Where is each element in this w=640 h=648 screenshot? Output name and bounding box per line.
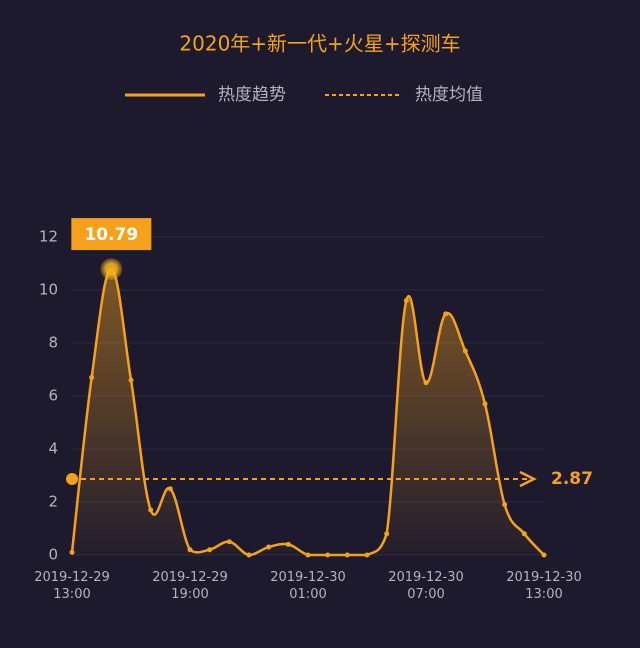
point [541, 552, 547, 558]
peak-label-box [71, 218, 152, 251]
legend-label: 热度趋势 [218, 85, 286, 105]
point [285, 541, 291, 547]
peak-marker [100, 258, 123, 281]
y-tick-label: 6 [48, 387, 58, 405]
y-tick-label: 8 [48, 334, 58, 352]
point [443, 311, 449, 317]
point [167, 486, 173, 492]
y-tick-label: 4 [48, 440, 58, 458]
point [246, 552, 252, 558]
legend-label: 热度均值 [415, 85, 483, 105]
area [72, 269, 544, 555]
point [364, 552, 370, 558]
point [502, 502, 508, 508]
point [187, 547, 193, 553]
x-tick-label: 2019-12-29 13:00 [34, 570, 110, 602]
point [207, 547, 213, 553]
point [305, 552, 311, 558]
chart-title: 2020年+新一代+火星+探测车 [179, 32, 460, 56]
point [482, 401, 488, 407]
point [325, 552, 331, 558]
point [266, 544, 272, 550]
point [423, 380, 429, 386]
point [148, 507, 154, 513]
point [89, 374, 95, 380]
mean-arrow [519, 470, 537, 488]
mean-label: 2.87 [551, 469, 593, 489]
x-tick-label: 2019-12-29 19:00 [152, 570, 228, 602]
point [462, 348, 468, 354]
point [384, 531, 390, 537]
peak-label: 10.79 [84, 225, 138, 245]
x-tick-label: 2019-12-30 01:00 [270, 570, 346, 602]
y-tick-label: 0 [48, 546, 58, 564]
y-tick-label: 10 [39, 281, 58, 299]
point [128, 377, 134, 383]
point [344, 552, 350, 558]
point [403, 298, 409, 304]
y-tick-label: 12 [39, 228, 58, 246]
point [226, 539, 232, 545]
mean-dot [66, 472, 78, 485]
point [521, 531, 527, 537]
x-tick-label: 2019-12-30 07:00 [388, 570, 464, 602]
x-tick-label: 2019-12-30 13:00 [506, 570, 582, 602]
point [69, 549, 75, 555]
y-tick-label: 2 [48, 493, 58, 511]
